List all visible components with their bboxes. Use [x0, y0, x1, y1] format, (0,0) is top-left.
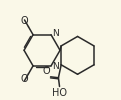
- Text: HO: HO: [53, 88, 68, 98]
- Text: N: N: [52, 62, 59, 71]
- Text: O: O: [43, 66, 50, 76]
- Text: O: O: [20, 74, 28, 84]
- Text: O: O: [20, 16, 28, 26]
- Text: N: N: [52, 30, 59, 38]
